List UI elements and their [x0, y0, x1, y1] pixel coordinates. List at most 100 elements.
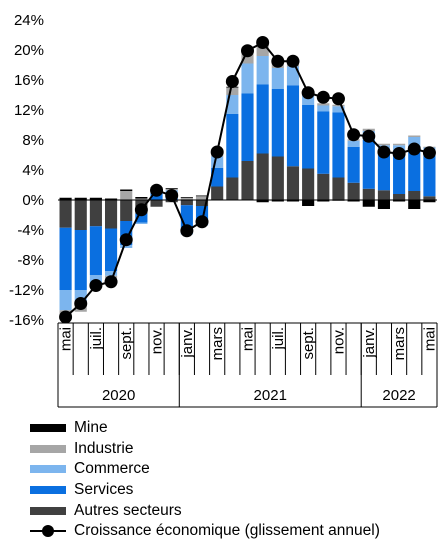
bar-industrie: [135, 198, 148, 200]
growth-point: [119, 233, 133, 247]
growth-point: [256, 36, 270, 49]
growth-point: [59, 310, 73, 324]
legend-swatch-autres-secteurs: [30, 506, 66, 515]
y-tick-label: 24%: [14, 12, 44, 29]
bar-services: [332, 112, 345, 178]
bar-commerce: [408, 137, 421, 146]
bar-autres-secteurs: [271, 156, 284, 200]
bar-mine: [120, 189, 133, 191]
bar-mine: [286, 200, 300, 202]
x-group-label: 2022: [382, 387, 415, 404]
x-tick-label: sept.: [300, 327, 317, 360]
bar-mine: [256, 200, 269, 203]
x-tick-label: mars: [209, 327, 226, 360]
growth-point: [225, 75, 239, 88]
legend-label-mine: Mine: [74, 419, 108, 437]
bar-autres-secteurs: [423, 196, 436, 200]
bar-commerce: [332, 106, 345, 113]
y-tick-label: 16%: [14, 72, 44, 89]
growth-point: [331, 92, 345, 106]
growth-point: [150, 183, 164, 197]
bar-mine: [393, 200, 406, 202]
growth-point: [392, 147, 406, 160]
x-tick-label: sept.: [118, 327, 135, 360]
bar-industrie: [377, 143, 391, 146]
bar-mine: [362, 200, 375, 207]
bar-autres-secteurs: [377, 190, 391, 200]
bar-services: [347, 146, 360, 183]
bar-services: [317, 111, 330, 174]
legend-item-services: Services: [30, 480, 380, 501]
bar-commerce: [256, 56, 269, 85]
bar-autres-secteurs: [226, 177, 239, 200]
bar-services: [241, 93, 254, 161]
legend: Mine Industrie Commerce Services Autres …: [30, 418, 380, 542]
growth-point: [210, 145, 224, 159]
growth-point: [180, 224, 194, 238]
bar-autres-secteurs: [347, 182, 360, 200]
bar-autres-secteurs: [195, 200, 209, 206]
bar-industrie: [256, 44, 269, 56]
bar-mine: [104, 198, 118, 200]
growth-point: [241, 44, 254, 58]
bar-services: [226, 113, 239, 178]
legend-label-services: Services: [74, 481, 134, 499]
bar-industrie: [180, 197, 193, 200]
bar-industrie: [332, 104, 345, 107]
legend-item-mine: Mine: [30, 418, 380, 439]
bar-mine: [377, 200, 391, 209]
bar-mine: [135, 197, 148, 199]
x-tick-label: janv.: [179, 327, 196, 359]
x-tick-label: mars: [391, 327, 408, 360]
bar-industrie: [317, 103, 330, 106]
bar-services: [256, 84, 269, 154]
bar-commerce: [59, 290, 72, 311]
bar-autres-secteurs: [211, 186, 224, 200]
bar-autres-secteurs: [256, 153, 269, 200]
growth-point: [347, 128, 361, 142]
bar-autres-secteurs: [120, 200, 133, 221]
y-tick-label: 0%: [22, 192, 44, 209]
growth-point: [165, 189, 179, 202]
bar-services: [135, 213, 148, 223]
bar-industrie: [408, 135, 421, 137]
x-tick-label: nov.: [330, 327, 347, 354]
bar-commerce: [211, 156, 224, 168]
bar-services: [211, 167, 224, 187]
x-tick-label: janv.: [361, 327, 378, 359]
bar-mine: [180, 197, 193, 198]
growth-point: [134, 203, 148, 217]
bar-mine: [302, 200, 315, 206]
y-tick-label: 4%: [22, 162, 44, 179]
bar-commerce: [317, 105, 330, 112]
bar-services: [104, 228, 118, 272]
bar-autres-secteurs: [332, 177, 345, 200]
bar-industrie: [393, 143, 406, 146]
x-tick-label: juil.: [88, 327, 105, 351]
growth-point: [301, 86, 315, 100]
bar-commerce: [104, 271, 118, 276]
bar-autres-secteurs: [89, 200, 102, 227]
legend-label-autres-secteurs: Autres secteurs: [74, 501, 182, 519]
x-tick-label: mai: [240, 327, 257, 351]
legend-label-croissance: Croissance économique (glissement annuel…: [74, 522, 380, 540]
y-tick-label: -16%: [9, 312, 44, 329]
bar-services: [302, 104, 315, 169]
bar-industrie: [226, 87, 239, 95]
legend-label-commerce: Commerce: [74, 460, 150, 478]
legend-item-industrie: Industrie: [30, 439, 380, 460]
bar-autres-secteurs: [59, 200, 72, 228]
growth-point: [89, 279, 103, 292]
bar-mine: [165, 188, 178, 189]
bar-services: [74, 230, 87, 290]
growth-point: [377, 145, 391, 159]
legend-label-industrie: Industrie: [74, 439, 134, 457]
bar-autres-secteurs: [150, 200, 163, 207]
bar-autres-secteurs: [180, 200, 193, 206]
bar-mine: [89, 197, 102, 200]
bar-autres-secteurs: [317, 173, 330, 200]
bar-industrie: [120, 191, 133, 200]
y-tick-label: -12%: [9, 282, 44, 299]
growth-point: [271, 54, 285, 68]
bar-mine: [59, 197, 72, 200]
